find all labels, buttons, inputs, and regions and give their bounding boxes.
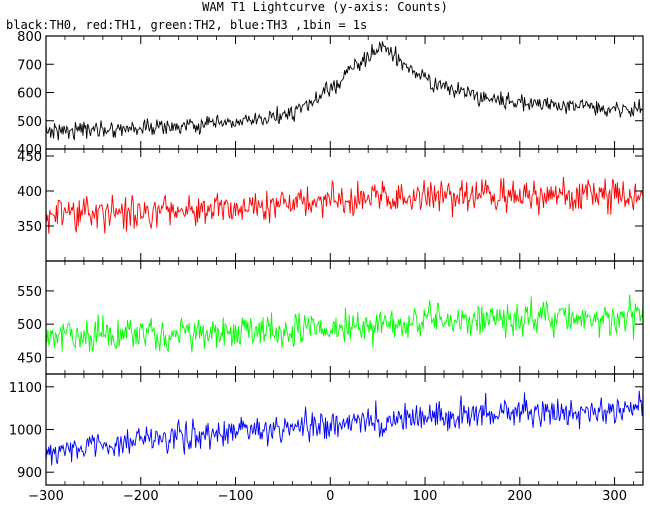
x-tick-label: 0 xyxy=(326,489,334,504)
y-tick-label: 700 xyxy=(17,58,42,73)
y-tick-label: 800 xyxy=(17,30,42,45)
y-tick-label: 450 xyxy=(17,351,42,366)
y-tick-label: 1100 xyxy=(9,381,42,396)
y-tick-label: 900 xyxy=(17,466,42,481)
y-tick-label: 400 xyxy=(17,185,42,200)
y-tick-label: 500 xyxy=(17,318,42,333)
y-tick-label: 350 xyxy=(17,220,42,235)
series-line-th0 xyxy=(46,41,643,142)
panel-frame-th1 xyxy=(45,148,644,262)
y-tick-label: 550 xyxy=(17,285,42,300)
x-tick-label: −200 xyxy=(123,489,159,504)
y-tick-label: 600 xyxy=(17,87,42,102)
y-tick-label: 450 xyxy=(17,150,42,165)
series-line-th2 xyxy=(46,294,643,353)
panel-frame-th0 xyxy=(45,35,644,150)
y-tick-label: 1000 xyxy=(9,424,42,439)
panel-frame-th2 xyxy=(45,260,644,375)
chart-subtitle: black:TH0, red:TH1, green:TH2, blue:TH3 … xyxy=(6,18,368,32)
x-tick-label: 300 xyxy=(602,489,627,504)
x-tick-label: −100 xyxy=(218,489,254,504)
y-tick-label: 400 xyxy=(17,143,42,158)
y-tick-label: 500 xyxy=(17,115,42,130)
series-line-th1 xyxy=(46,176,643,234)
x-tick-label: 200 xyxy=(507,489,532,504)
x-tick-label: 100 xyxy=(413,489,438,504)
x-tick-label: −300 xyxy=(28,489,64,504)
chart-title: WAM T1 Lightcurve (y-axis: Counts) xyxy=(202,0,448,14)
panel-frame-th3 xyxy=(45,373,644,486)
series-line-th3 xyxy=(46,390,643,466)
